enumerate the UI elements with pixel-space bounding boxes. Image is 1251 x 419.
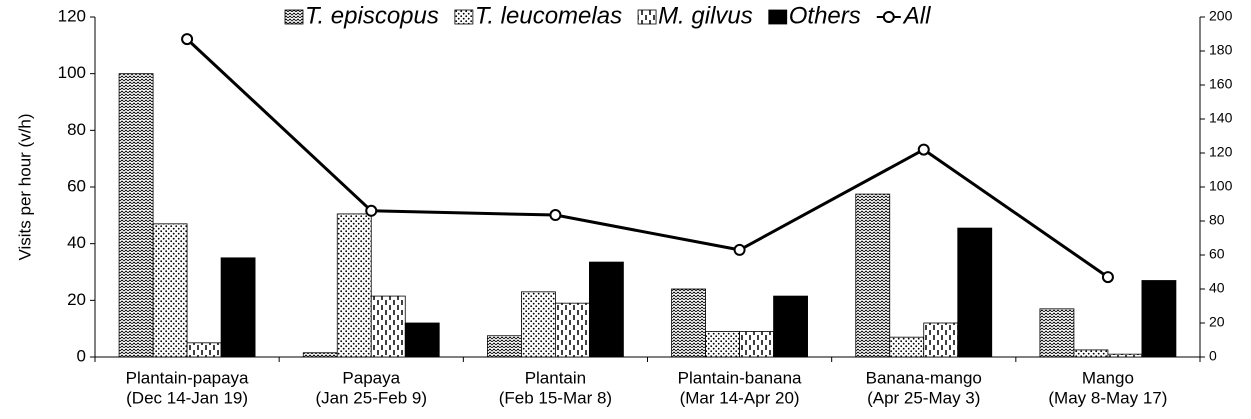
bar bbox=[671, 288, 706, 358]
bar bbox=[589, 261, 624, 358]
bar bbox=[302, 352, 338, 358]
legend-label: All bbox=[902, 2, 931, 29]
line-marker bbox=[365, 204, 378, 217]
y2-tick-label: 180 bbox=[1209, 42, 1233, 58]
bar bbox=[923, 322, 959, 358]
x-tick-label: (May 8-May 17) bbox=[1048, 388, 1167, 407]
y-tick-label: 60 bbox=[67, 176, 86, 195]
y2-tick-label: 140 bbox=[1209, 110, 1233, 126]
bar bbox=[370, 295, 406, 358]
bar bbox=[1073, 349, 1109, 358]
legend-label: Others bbox=[789, 2, 861, 29]
bar bbox=[404, 322, 440, 358]
bar bbox=[521, 291, 556, 358]
x-tick-label: (Mar 14-Apr 20) bbox=[680, 388, 800, 407]
bar bbox=[1107, 353, 1143, 358]
y2-tick-label: 200 bbox=[1209, 8, 1233, 24]
bar bbox=[1039, 308, 1075, 358]
y2-tick-label: 40 bbox=[1209, 280, 1225, 296]
legend-label: T. leucomelas bbox=[475, 2, 622, 29]
y-axis-label: Visits per hour (v/h) bbox=[15, 113, 34, 260]
x-tick-label: Plantain-banana bbox=[678, 368, 802, 387]
line bbox=[186, 38, 1109, 279]
bar bbox=[555, 302, 590, 358]
x-tick-label: Mango bbox=[1082, 368, 1134, 387]
y-tick-label: 80 bbox=[67, 120, 86, 139]
y2-tick-label: 20 bbox=[1209, 314, 1225, 330]
bar bbox=[1141, 280, 1177, 358]
legend-swatch bbox=[284, 9, 304, 25]
bar bbox=[220, 257, 256, 358]
x-tick-label: (Dec 14-Jan 19) bbox=[126, 388, 248, 407]
bar bbox=[889, 336, 925, 358]
bar bbox=[487, 335, 522, 358]
line-marker bbox=[733, 243, 746, 256]
legend-marker bbox=[882, 11, 895, 23]
x-tick-label: Plantain bbox=[525, 368, 586, 387]
y-tick-label: 40 bbox=[67, 233, 86, 252]
bar bbox=[855, 193, 891, 358]
legend-swatch bbox=[454, 9, 474, 25]
y-tick-label: 120 bbox=[58, 6, 86, 25]
legend-label: M. gilvus bbox=[658, 2, 753, 29]
y2-tick-label: 160 bbox=[1209, 76, 1233, 92]
legend-swatch bbox=[637, 9, 657, 25]
y2-tick-label: 0 bbox=[1209, 348, 1217, 364]
legend-label: T. episcopus bbox=[305, 2, 439, 29]
y2-tick-label: 100 bbox=[1209, 178, 1233, 194]
line-marker bbox=[1101, 271, 1114, 284]
bar bbox=[705, 331, 740, 358]
line-marker bbox=[917, 143, 930, 156]
y-tick-label: 100 bbox=[58, 63, 86, 82]
bar bbox=[152, 223, 188, 358]
bar bbox=[336, 213, 372, 358]
y2-tick-label: 80 bbox=[1209, 212, 1225, 228]
y-tick-label: 0 bbox=[77, 346, 86, 365]
line-marker bbox=[181, 33, 194, 46]
legend-swatch bbox=[768, 9, 788, 25]
y-tick-label: 20 bbox=[67, 290, 86, 309]
bar bbox=[739, 331, 774, 358]
bar bbox=[118, 73, 154, 358]
x-tick-label: Banana-mango bbox=[866, 368, 982, 387]
x-tick-label: (Apr 25-May 3) bbox=[867, 388, 980, 407]
y2-tick-label: 120 bbox=[1209, 144, 1233, 160]
x-tick-label: (Feb 15-Mar 8) bbox=[499, 388, 612, 407]
bar bbox=[773, 295, 808, 358]
bar bbox=[186, 342, 222, 358]
line-marker bbox=[549, 209, 562, 222]
x-tick-label: Plantain-papaya bbox=[126, 368, 249, 387]
y2-tick-label: 60 bbox=[1209, 246, 1225, 262]
y2-ticks: 0 20 40 60 80 100 120 140 160 180 200 bbox=[1209, 8, 1233, 364]
bar bbox=[957, 227, 993, 358]
x-tick-label: Papaya bbox=[342, 368, 400, 387]
x-tick-label: (Jan 25-Feb 9) bbox=[316, 388, 428, 407]
